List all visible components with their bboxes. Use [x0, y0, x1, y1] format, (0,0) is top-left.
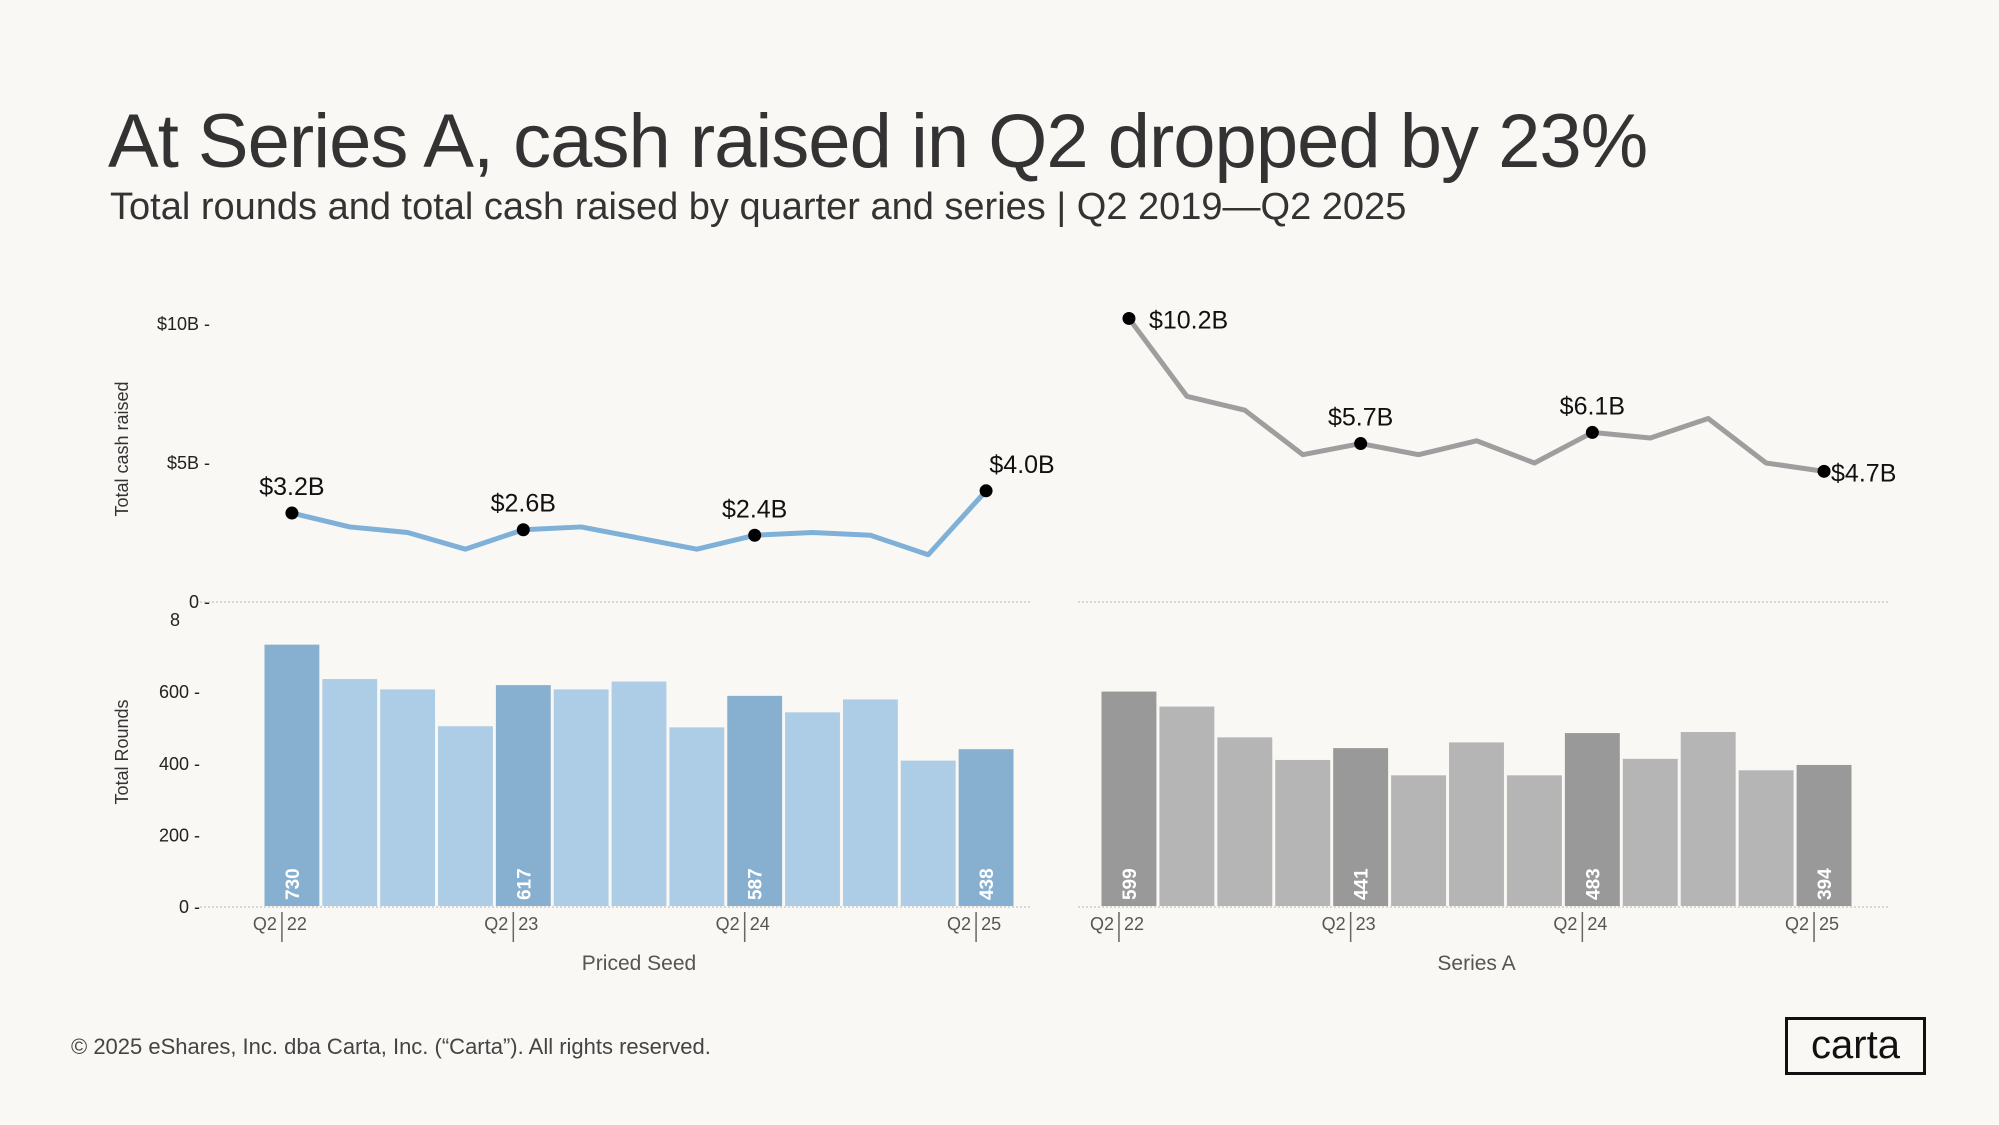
panel-title: Series A	[1437, 952, 1515, 975]
data-point-marker	[748, 528, 762, 542]
cash-data-label: $2.4B	[722, 495, 787, 523]
x-tick-year: 23	[1356, 914, 1376, 934]
y-axis-title-cash: Total cash raised	[112, 381, 132, 516]
bar-q2-2023	[495, 685, 551, 906]
x-tick-quarter: Q2	[1553, 914, 1577, 934]
cash-data-label: $10.2B	[1149, 306, 1228, 334]
bar-q1-2025	[900, 760, 956, 906]
bar-data-label: 483	[1583, 868, 1604, 900]
bar-q3-2024	[1622, 758, 1678, 906]
data-point-marker	[1354, 437, 1368, 451]
data-point-marker	[1817, 464, 1831, 478]
cash-data-label: $6.1B	[1560, 392, 1625, 420]
y-tick-label-rounds: 800	[170, 610, 200, 630]
bar-data-label: 599	[1120, 868, 1141, 900]
bar-data-label: 587	[746, 868, 767, 900]
bar-q4-2023	[611, 681, 667, 906]
bar-q3-2024	[785, 712, 840, 906]
cash-data-label: $4.7B	[1831, 459, 1896, 487]
x-tick-quarter: Q2	[716, 914, 740, 934]
chart-title: At Series A, cash raised in Q2 dropped b…	[108, 99, 1648, 184]
bar-q2-2025	[1796, 764, 1852, 906]
data-point-marker	[1122, 311, 1136, 325]
bar-q1-2023	[1275, 759, 1331, 906]
x-tick-quarter: Q2	[1785, 914, 1809, 934]
bar-q1-2023	[438, 726, 493, 906]
y-axis-title-rounds: Total Rounds	[112, 699, 132, 804]
bar-q2-2022	[264, 644, 320, 906]
bar-data-label: 441	[1352, 868, 1373, 900]
bar-q3-2023	[553, 689, 609, 906]
y-tick-label-rounds: 600 -	[159, 682, 200, 702]
x-tick-year: 22	[1124, 914, 1144, 934]
bar-data-label: 394	[1815, 868, 1836, 900]
x-tick-year: 23	[518, 914, 538, 934]
y-tick-label-rounds: 200 -	[159, 825, 200, 845]
x-tick-quarter: Q2	[1322, 914, 1346, 934]
cash-data-label: $4.0B	[989, 451, 1054, 479]
x-tick-quarter: Q2	[1090, 914, 1114, 934]
bar-q3-2022	[322, 679, 378, 906]
y-tick-label-rounds: 400 -	[159, 754, 200, 774]
copyright-footer: © 2025 eShares, Inc. dba Carta, Inc. (“C…	[71, 1034, 711, 1059]
data-point-marker	[1585, 425, 1599, 439]
bar-q4-2022	[1217, 737, 1273, 906]
carta-logo: carta	[1785, 1017, 1926, 1075]
cash-data-label: $2.6B	[491, 490, 556, 518]
x-tick-year: 25	[981, 914, 1001, 934]
bar-data-label: 617	[514, 868, 535, 900]
y-tick-label-cash: 0 -	[189, 592, 210, 612]
x-tick-year: 22	[287, 914, 307, 934]
bar-q2-2025	[958, 749, 1014, 906]
x-tick-year: 25	[1819, 914, 1839, 934]
bar-q4-2022	[380, 689, 436, 906]
chart-subtitle: Total rounds and total cash raised by qu…	[110, 186, 1407, 228]
bar-q2-2022	[1101, 691, 1157, 906]
bar-q4-2023	[1449, 742, 1504, 906]
bar-q2-2023	[1333, 748, 1389, 906]
y-tick-label-cash: $5B -	[167, 453, 210, 473]
bar-q3-2023	[1391, 775, 1447, 906]
panel-title: Priced Seed	[582, 952, 696, 975]
bar-q1-2024	[669, 727, 725, 906]
y-tick-label-cash: $10B -	[157, 314, 210, 334]
y-tick-label-rounds: 0 -	[179, 897, 200, 917]
x-tick-year: 24	[1587, 914, 1607, 934]
x-tick-quarter: Q2	[947, 914, 971, 934]
cash-data-label: $3.2B	[259, 473, 324, 501]
x-tick-quarter: Q2	[484, 914, 508, 934]
bar-q4-2024	[1680, 732, 1736, 906]
bar-q1-2025	[1738, 770, 1794, 906]
bar-q3-2022	[1159, 706, 1215, 906]
cash-data-label: $5.7B	[1328, 404, 1393, 432]
x-tick-year: 24	[750, 914, 770, 934]
bar-q4-2024	[842, 699, 898, 906]
cash-raised-line	[1126, 316, 1825, 474]
bar-q1-2024	[1506, 775, 1562, 906]
data-point-marker	[516, 523, 530, 537]
bar-data-label: 438	[977, 868, 998, 900]
bar-q2-2024	[727, 695, 783, 906]
bar-data-label: 730	[283, 868, 304, 900]
bar-q2-2024	[1564, 733, 1620, 906]
cash-raised-line	[291, 489, 988, 558]
data-point-marker	[979, 484, 993, 498]
data-point-marker	[285, 506, 299, 520]
x-tick-quarter: Q2	[253, 914, 277, 934]
